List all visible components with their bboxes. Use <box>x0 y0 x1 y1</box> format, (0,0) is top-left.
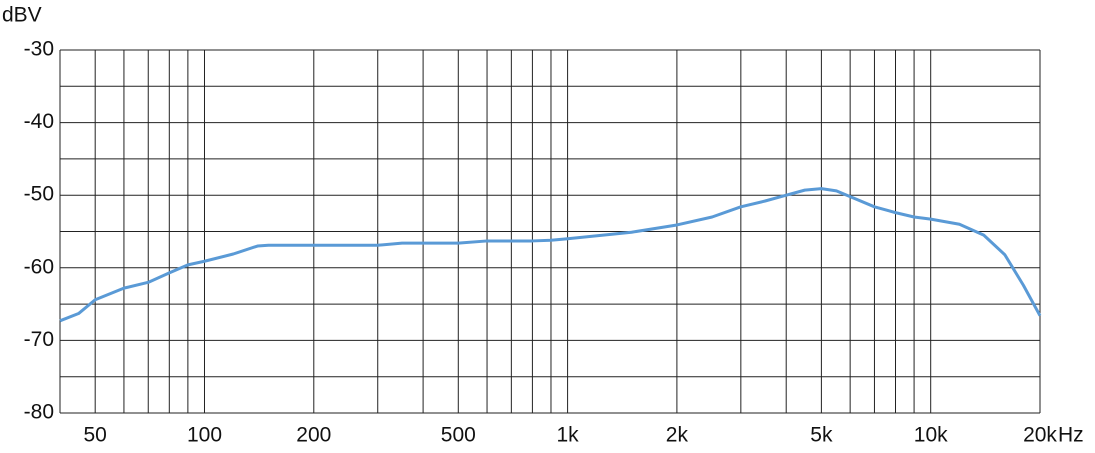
y-tick-label: -30 <box>24 38 54 61</box>
x-tick-label: 200 <box>296 424 331 447</box>
x-tick-label: 100 <box>187 424 222 447</box>
x-tick-label: 50 <box>84 424 107 447</box>
data-line <box>59 187 1042 323</box>
x-tick-label: 10k <box>914 424 948 447</box>
y-tick-label: -50 <box>24 183 54 206</box>
y-tick-label: -80 <box>24 401 54 424</box>
x-tick-label: 2k <box>666 424 689 447</box>
x-tick-label: 1k <box>557 424 580 447</box>
x-tick-label: 20k <box>1023 424 1057 447</box>
y-tick-label: -60 <box>24 255 54 278</box>
x-tick-label: 5k <box>810 424 833 447</box>
x-axis-label: Hz <box>1058 424 1084 447</box>
x-tick-label: 500 <box>441 424 476 447</box>
y-axis-label: dBV <box>2 4 42 27</box>
y-tick-label: -70 <box>24 328 54 351</box>
y-tick-label: -40 <box>24 110 54 133</box>
